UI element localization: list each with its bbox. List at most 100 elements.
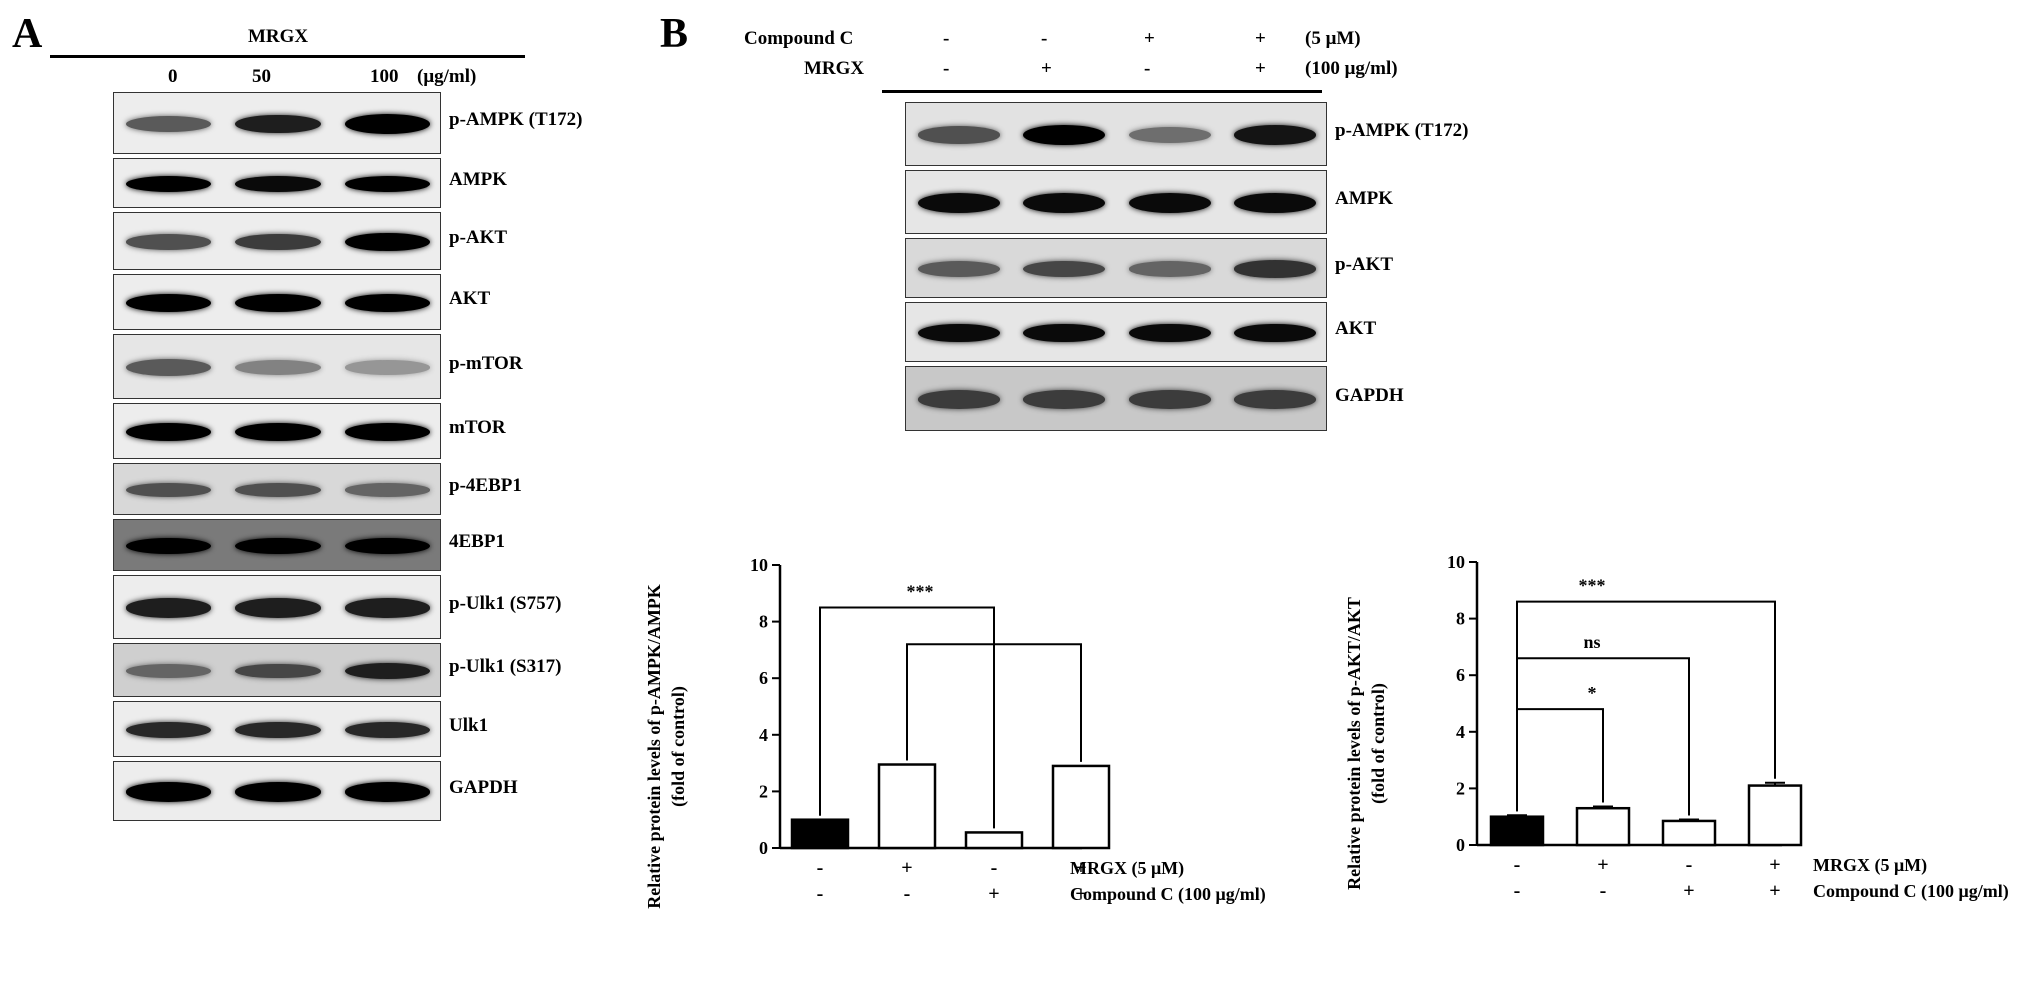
row2-sign: + [1769,880,1780,902]
row1-label: MRGX (5 μM) [1070,858,1184,879]
significance-bracket [819,606,995,829]
bar [1575,806,1631,847]
panel-a-band [126,483,212,497]
bar [877,763,937,850]
panel-a-band [344,782,430,802]
y-axis-label-line1: Relative protein levels of p-AKT/AKT [1344,597,1364,890]
panel-b-label-akt: AKT [1335,318,1377,339]
y-axis-label-line1: Relative protein levels of p-AMPK/AMPK [644,584,664,909]
panel-a-band [235,663,321,679]
panel-b-row1-sign-2: - [1041,28,1048,49]
y-tick-label: 10 [750,555,768,575]
panel-a-label-p-mtor: p-mTOR [449,352,523,374]
row2-label: Compound C (100 μg/ml) [1813,881,2009,902]
row1-sign: + [901,857,912,879]
panel-b-row2-label: MRGX [804,58,865,79]
panel-a-label-akt: AKT [449,288,491,309]
panel-a-band [126,234,212,250]
row2-sign: - [1514,880,1521,902]
panel-b-row1-label: Compound C [744,28,854,49]
row1-sign: + [1597,854,1608,876]
panel-a-label-ulk1: Ulk1 [449,715,489,736]
row1-sign: + [1769,854,1780,876]
y-tick-label: 0 [759,838,768,858]
panel-b-band [1023,390,1106,409]
panel-b-row1-unit: (5 μM) [1305,28,1361,49]
panel-a-band [126,115,212,133]
panel-a-blot-ulk1 [113,701,441,757]
panel-a-band [235,176,321,192]
panel-b-band [917,323,1000,343]
y-tick-label: 2 [1456,778,1465,798]
panel-b-row1-sign-3: + [1144,28,1155,49]
panel-b-label-gapdh: GAPDH [1335,384,1404,406]
panel-a-band [126,537,212,555]
row2-sign: - [904,883,911,905]
significance-bracket [906,643,1082,762]
bar [1747,784,1803,847]
panel-b-row2-unit: (100 μg/ml) [1305,58,1398,79]
panel-a-band [344,598,430,618]
panel-a-dose-0: 0 [168,66,178,87]
panel-a-band [235,782,321,802]
panel-b-row1-sign-4: + [1255,28,1266,49]
panel-b-band [917,261,1000,277]
panel-a-label-p-ulk1-s757: p-Ulk1 (S757) [449,593,562,614]
panel-a-band [235,359,321,376]
row2-sign: - [1600,880,1607,902]
panel-a-dose-50: 50 [252,66,271,87]
panel-b-blot-p-akt [905,238,1327,298]
row1-sign: - [817,857,824,879]
panel-a-label-p-4ebp1: p-4EBP1 [449,475,522,496]
panel-a-label-4ebp1: 4EBP1 [449,531,505,552]
y-tick-label: 2 [759,781,768,801]
panel-a-label-p-ampk-t172: p-AMPK (T172) [449,109,583,130]
panel-a-blot-gapdh [113,761,441,821]
y-axis-label: Relative protein levels of p-AMPK/AMPK (f… [644,584,689,909]
panel-a-blot-p-mtor [113,334,441,399]
chart-p-ampk: 0 2 4 6 8 10 Relative protein levels of p-AMPK… [644,555,1266,909]
chart-p-akt: 0 2 4 6 8 10 Relative protein levels of p-AKT/… [1344,552,2009,902]
panel-a-blot-akt [113,274,441,330]
panel-a-treatment-line [50,55,525,58]
y-tick-label: 10 [1447,552,1465,572]
panel-b-row2-sign-1: - [943,58,950,79]
panel-a-band [344,232,430,252]
panel-a-blot-ampk [113,158,441,208]
panel-b-row2-sign-2: + [1041,58,1052,79]
panel-a-band [126,721,212,739]
bar [790,818,850,850]
panel-b-band [1128,323,1211,343]
significance-label: *** [1579,576,1606,596]
y-tick-label: 8 [1456,609,1465,629]
panel-a-band [344,294,430,312]
panel-b-band [1128,390,1211,409]
panel-b-label-p-ampk-t172: p-AMPK (T172) [1335,120,1469,141]
panel-b-band [1234,192,1317,214]
y-axis-label-line2: (fold of control) [668,686,689,807]
panel-b-band [1128,261,1211,277]
panel-a-dose-unit: (μg/ml) [417,66,477,87]
y-tick-label: 4 [759,725,768,745]
panel-b-label-ampk: AMPK [1335,188,1394,209]
bar [964,831,1024,850]
panel-a-treatment-label: MRGX [248,26,309,47]
panel-b-band [1023,323,1106,343]
panel-a-band [235,114,321,134]
panel-a-band [344,483,430,497]
panel-a-dose-100: 100 [370,66,399,87]
panel-a-band [235,721,321,739]
panel-b-band [1128,192,1211,214]
panel-a-band [126,782,212,802]
panel-a-letter: A [12,11,43,57]
panel-a-band [235,537,321,555]
row1-sign: - [1686,854,1693,876]
panel-a-blot-p-ampk-t172 [113,92,441,154]
panel-a-band [126,664,212,678]
y-tick-label: 0 [1456,835,1465,855]
panel-b-band [1023,260,1106,278]
panel-a-label-p-akt: p-AKT [449,227,508,248]
panel-a-blot-p-ulk1-s317 [113,643,441,697]
significance-bracket [1516,708,1604,812]
panel-a-band [344,114,430,134]
